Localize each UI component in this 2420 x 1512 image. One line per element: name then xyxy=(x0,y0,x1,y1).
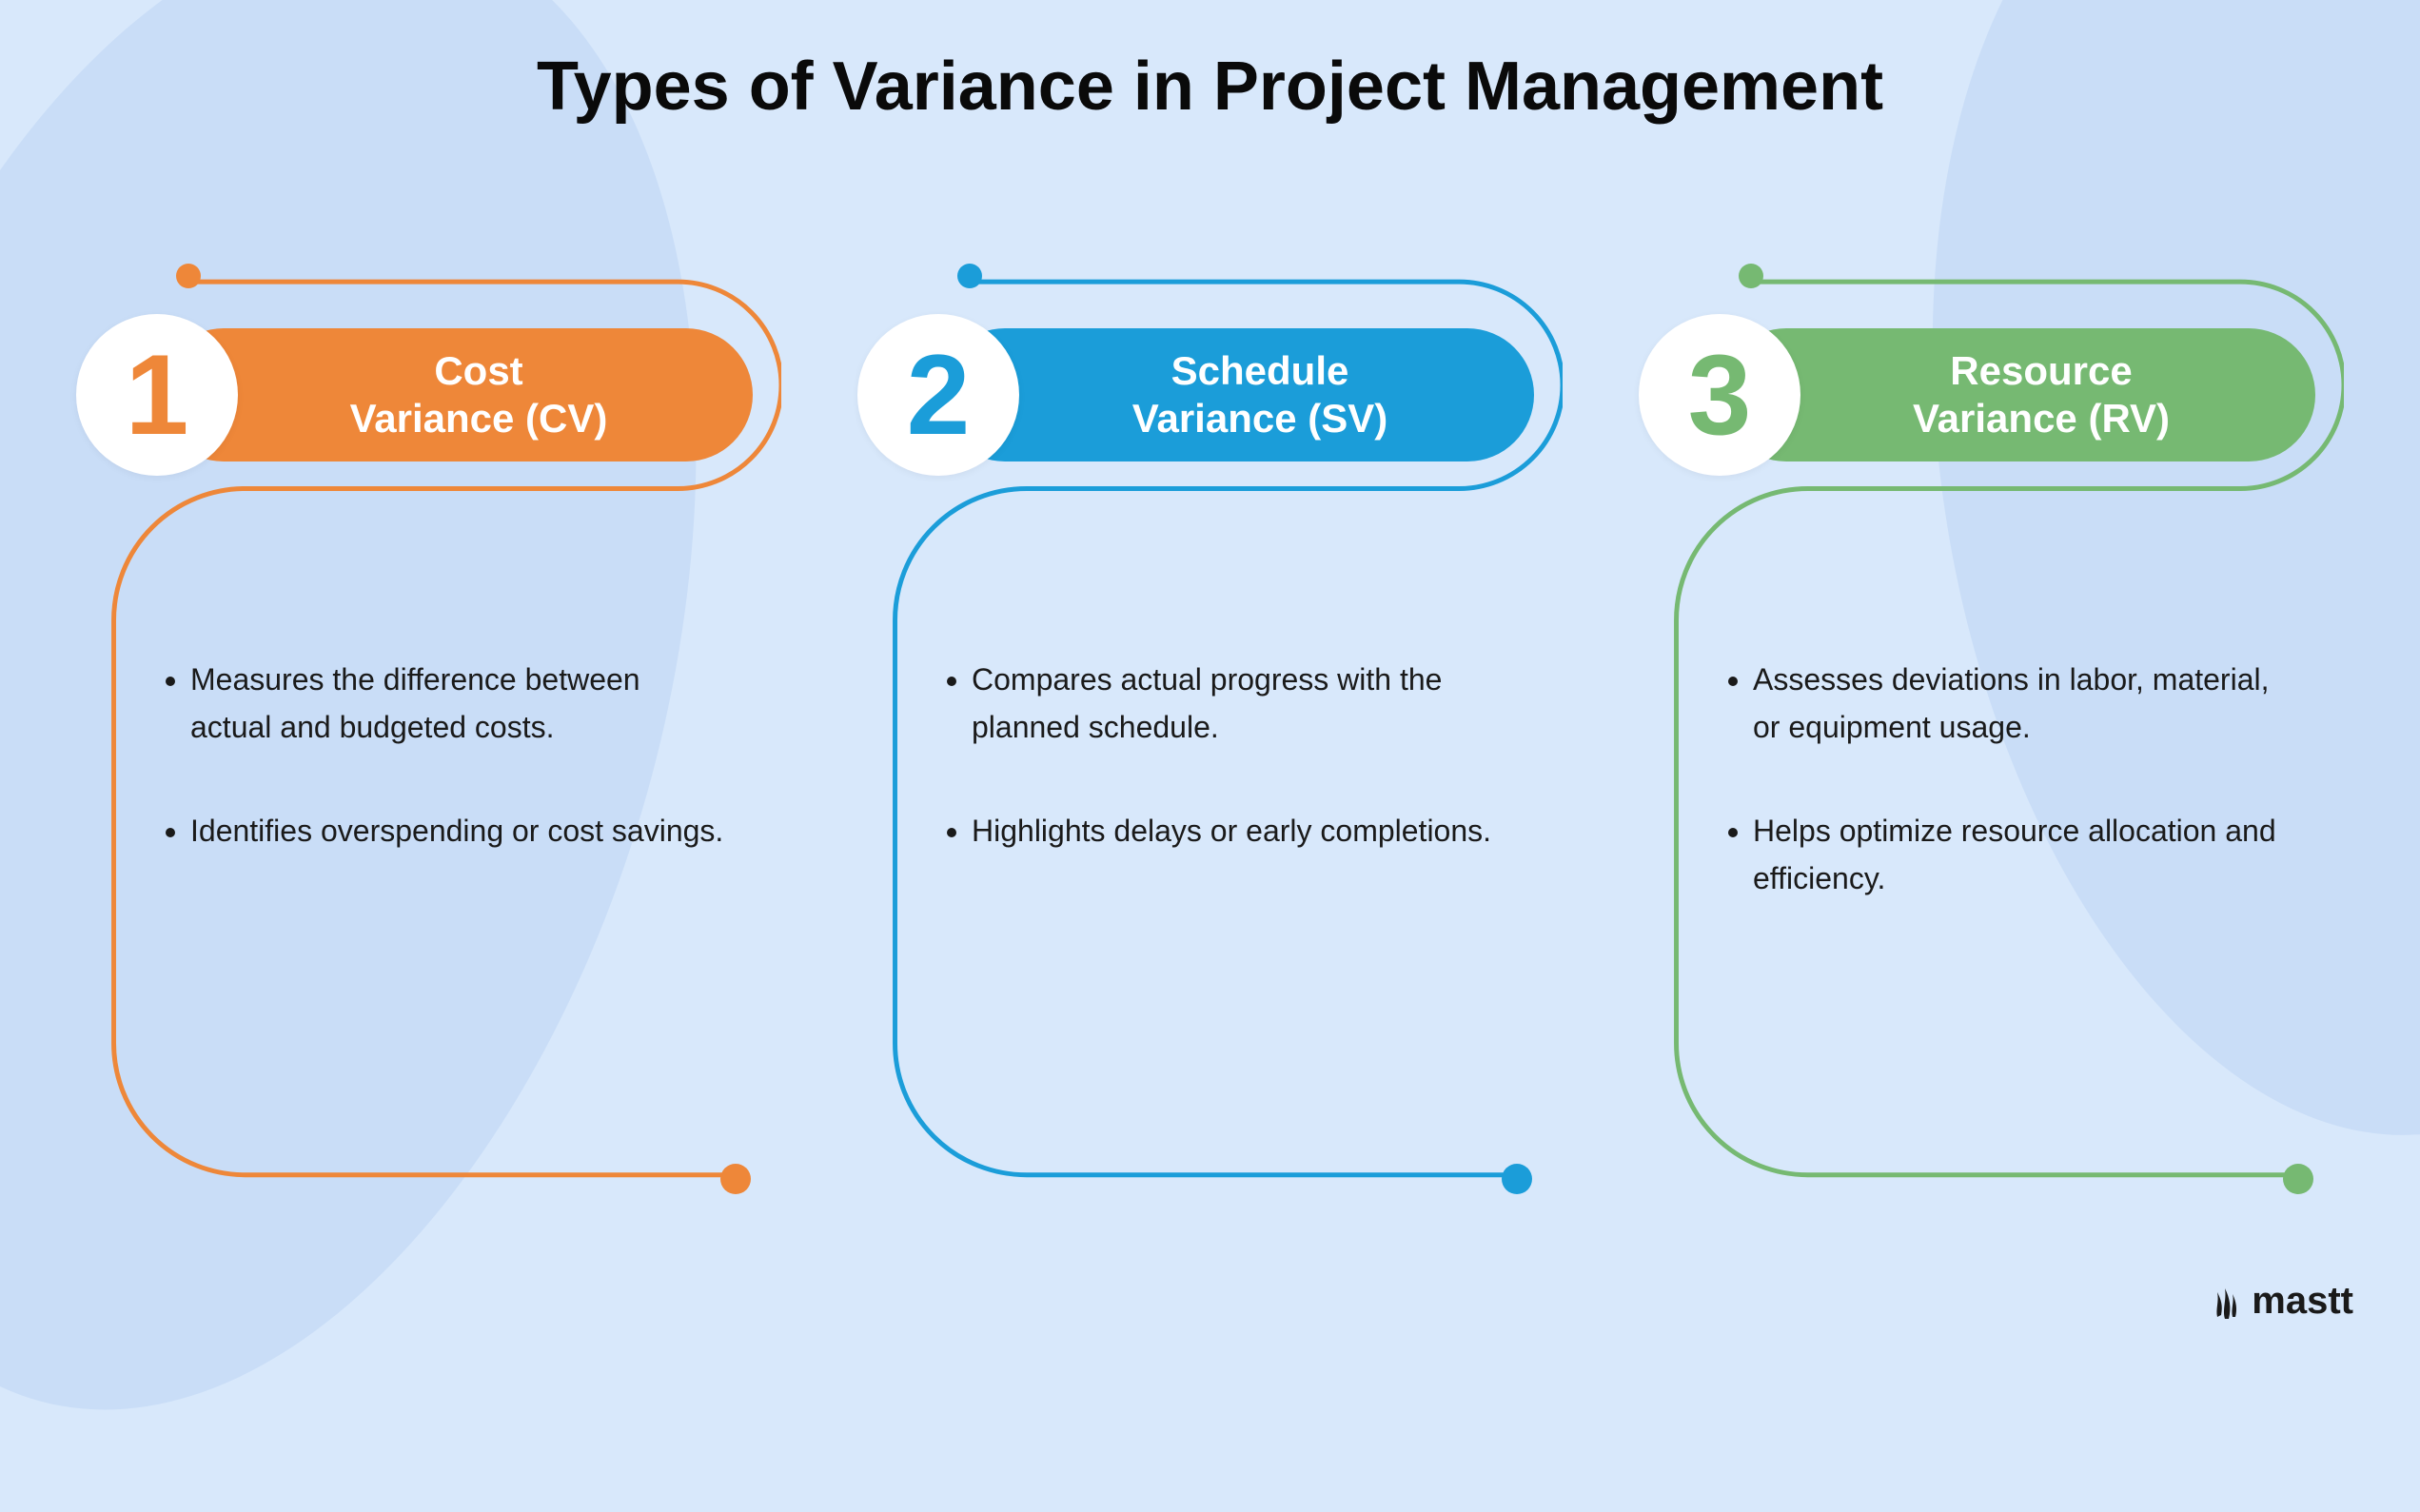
card-number-circle: 2 xyxy=(857,314,1019,476)
connector-dot-bottom xyxy=(720,1164,751,1194)
page-title: Types of Variance in Project Management xyxy=(0,48,2420,126)
bullet-item: Highlights delays or early completions. xyxy=(972,808,1505,855)
bullet-item: Identifies overspending or cost savings. xyxy=(190,808,724,855)
bullet-item: Compares actual progress with the planne… xyxy=(972,657,1505,751)
card-heading-line2: Variance (SV) xyxy=(1132,395,1387,442)
card-number: 1 xyxy=(126,329,189,461)
bullet-item: Assesses deviations in labor, material, … xyxy=(1753,657,2287,751)
bullet-item: Measures the difference between actual a… xyxy=(190,657,724,751)
card-heading-line1: Cost xyxy=(434,347,522,395)
card-bullets: Assesses deviations in labor, material, … xyxy=(1753,657,2287,959)
connector-dot-top xyxy=(957,264,982,288)
connector-dot-bottom xyxy=(2283,1164,2313,1194)
connector-dot-top xyxy=(1739,264,1763,288)
card-cost-variance: Cost Variance (CV) 1 Measures the differ… xyxy=(76,276,781,1247)
brand-logo: mastt xyxy=(2206,1280,2353,1323)
card-heading-line1: Schedule xyxy=(1171,347,1349,395)
connector-dot-bottom xyxy=(1502,1164,1532,1194)
card-number-circle: 3 xyxy=(1639,314,1800,476)
card-heading-pill: Resource Variance (RV) xyxy=(1720,328,2315,461)
card-schedule-variance: Schedule Variance (SV) 2 Compares actual… xyxy=(857,276,1563,1247)
brand-name: mastt xyxy=(2252,1280,2353,1323)
card-resource-variance: Resource Variance (RV) 3 Assesses deviat… xyxy=(1639,276,2344,1247)
card-number-circle: 1 xyxy=(76,314,238,476)
card-heading-line2: Variance (RV) xyxy=(1913,395,2170,442)
card-number: 2 xyxy=(907,329,971,461)
card-bullets: Measures the difference between actual a… xyxy=(190,657,724,913)
card-heading-pill: Schedule Variance (SV) xyxy=(938,328,1534,461)
cards-row: Cost Variance (CV) 1 Measures the differ… xyxy=(76,276,2344,1247)
connector-dot-top xyxy=(176,264,201,288)
card-heading-line2: Variance (CV) xyxy=(350,395,608,442)
card-heading-line1: Resource xyxy=(1950,347,2132,395)
card-bullets: Compares actual progress with the planne… xyxy=(972,657,1505,913)
flame-icon xyxy=(2206,1283,2244,1321)
card-heading-pill: Cost Variance (CV) xyxy=(157,328,753,461)
card-number: 3 xyxy=(1688,329,1752,461)
bullet-item: Helps optimize resource allocation and e… xyxy=(1753,808,2287,902)
